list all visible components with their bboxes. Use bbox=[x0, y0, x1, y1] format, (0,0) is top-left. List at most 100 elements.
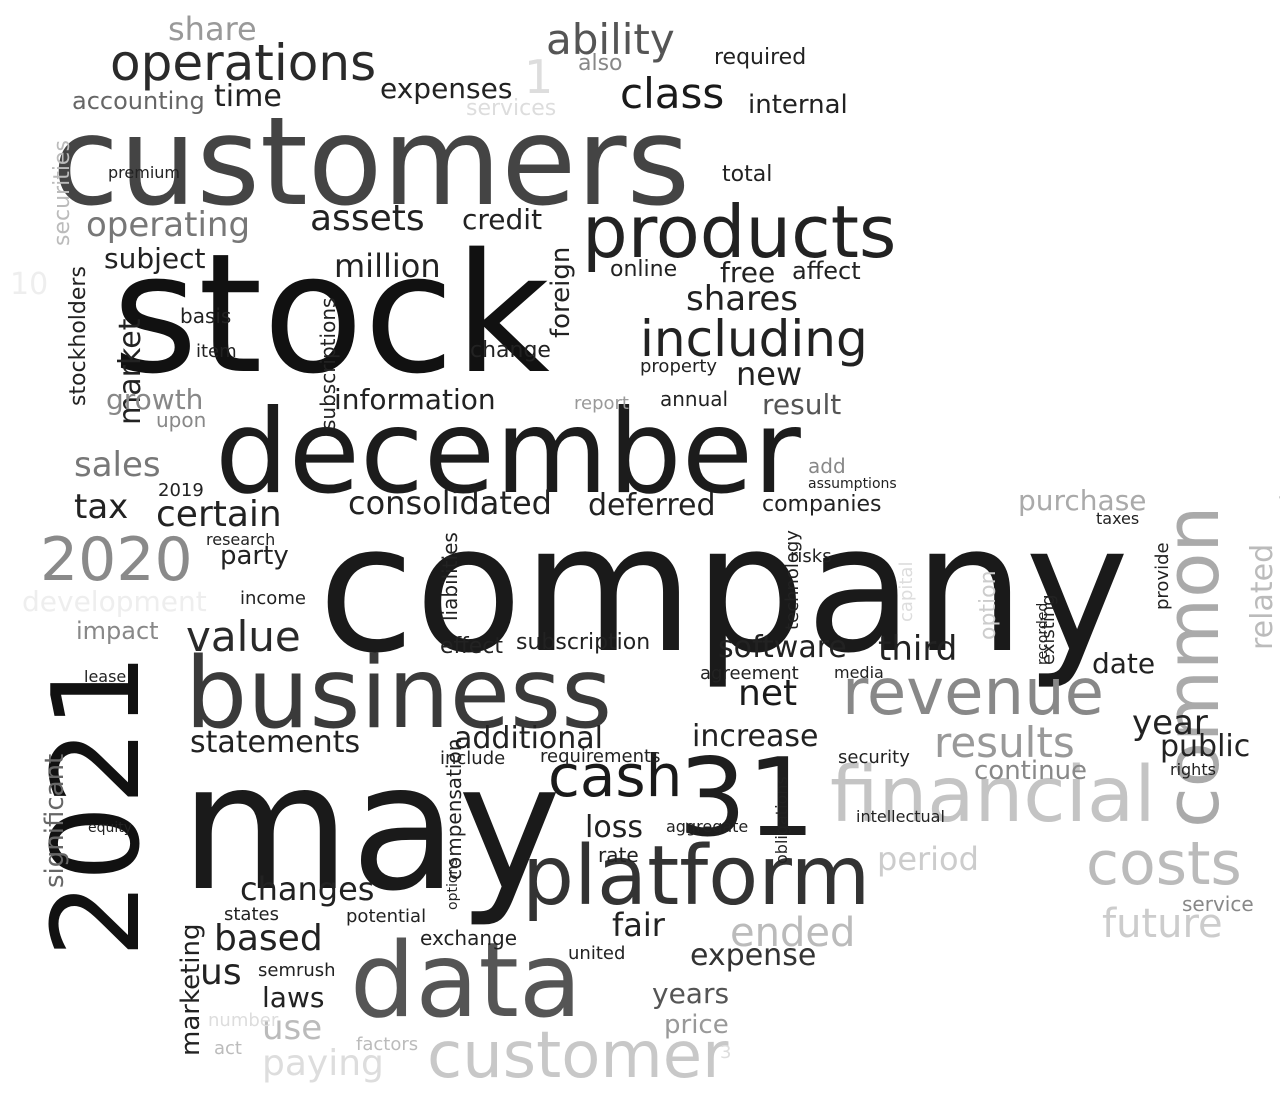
word: software bbox=[718, 630, 847, 665]
word: laws bbox=[262, 981, 325, 1014]
word: growth bbox=[106, 383, 204, 416]
word: internal bbox=[748, 90, 848, 120]
word: add bbox=[808, 454, 846, 478]
word: continue bbox=[974, 756, 1088, 786]
word: provide bbox=[1152, 542, 1173, 610]
word: tax bbox=[74, 487, 129, 527]
word: time bbox=[214, 79, 282, 114]
word: net bbox=[738, 673, 798, 714]
word: 10 bbox=[10, 267, 49, 302]
word: liabilities bbox=[438, 532, 462, 621]
word: item bbox=[196, 341, 237, 362]
word: stockholders bbox=[66, 266, 91, 406]
word: security bbox=[838, 747, 910, 768]
word: upon bbox=[156, 408, 207, 432]
word: basis bbox=[180, 304, 232, 328]
word: use bbox=[262, 1008, 323, 1048]
word: company bbox=[318, 487, 1130, 692]
word: class bbox=[620, 69, 725, 118]
word: exchange bbox=[420, 926, 518, 950]
word: requirements bbox=[540, 746, 661, 767]
word: expenses bbox=[380, 72, 513, 105]
word: options bbox=[445, 858, 461, 910]
word: total bbox=[722, 162, 773, 187]
word: price bbox=[664, 1010, 729, 1040]
word: accounting bbox=[72, 87, 205, 115]
word: year bbox=[1132, 703, 1208, 743]
word: customers bbox=[52, 91, 691, 233]
word: consolidated bbox=[348, 484, 552, 522]
word: intellectual bbox=[856, 807, 945, 826]
word: results bbox=[934, 718, 1075, 767]
word: shares bbox=[686, 279, 798, 319]
word: 3 bbox=[720, 1042, 732, 1063]
word: united bbox=[568, 943, 626, 964]
word: certain bbox=[156, 494, 282, 535]
word: rate bbox=[598, 843, 639, 867]
word: 2019 bbox=[158, 480, 204, 501]
word: option bbox=[976, 570, 1001, 640]
word: development bbox=[22, 585, 207, 618]
word: information bbox=[334, 383, 496, 416]
word: marketing bbox=[176, 923, 206, 1056]
word: data bbox=[350, 921, 583, 1041]
word: premium bbox=[108, 163, 180, 182]
word: services bbox=[466, 96, 557, 121]
word: act bbox=[214, 1038, 242, 1059]
word: new bbox=[736, 355, 803, 393]
word: significant bbox=[40, 753, 70, 888]
word: assets bbox=[310, 198, 425, 239]
word: customer bbox=[427, 1019, 729, 1093]
word: also bbox=[578, 51, 623, 76]
word: additional bbox=[454, 721, 603, 756]
word: credit bbox=[462, 203, 543, 236]
word: loss bbox=[585, 810, 643, 845]
word: party bbox=[220, 541, 289, 571]
word: 1 bbox=[524, 50, 554, 104]
word: share bbox=[168, 10, 257, 48]
word: media bbox=[834, 663, 884, 682]
word: 31 bbox=[678, 736, 816, 861]
word: financial bbox=[830, 751, 1156, 840]
word: ended bbox=[730, 910, 856, 956]
word: years bbox=[652, 977, 730, 1010]
word: ability bbox=[546, 15, 675, 64]
word: third bbox=[878, 629, 958, 669]
word: include bbox=[440, 748, 506, 769]
word: semrush bbox=[258, 960, 336, 981]
word: 2020 bbox=[40, 525, 193, 595]
word: management bbox=[1274, 491, 1280, 652]
word: recorded bbox=[1035, 602, 1051, 665]
word: costs bbox=[1086, 829, 1242, 899]
word: value bbox=[186, 612, 301, 661]
word: million bbox=[334, 247, 441, 285]
word: deferred bbox=[588, 488, 716, 523]
word: aggregate bbox=[666, 817, 749, 836]
word: equity bbox=[88, 820, 133, 836]
word: may bbox=[180, 727, 562, 930]
word: free bbox=[720, 256, 776, 289]
word: agreement bbox=[700, 663, 799, 684]
word: potential bbox=[346, 906, 427, 927]
word: subscription bbox=[516, 630, 651, 655]
word: affect bbox=[792, 257, 861, 285]
word: required bbox=[714, 45, 807, 70]
word: date bbox=[1092, 647, 1156, 680]
word: rights bbox=[1170, 760, 1216, 779]
word: states bbox=[224, 904, 279, 925]
word: research bbox=[206, 530, 276, 549]
word: lease bbox=[84, 667, 127, 686]
word: revenue bbox=[842, 656, 1105, 730]
word: securities bbox=[50, 140, 75, 246]
word: expense bbox=[690, 938, 817, 973]
word: capital bbox=[896, 561, 917, 622]
word: business bbox=[185, 637, 613, 751]
word: period bbox=[877, 840, 979, 878]
word: obligations bbox=[772, 776, 791, 864]
word: online bbox=[610, 257, 678, 282]
word: operations bbox=[110, 34, 377, 92]
word: effect bbox=[440, 634, 503, 659]
word: number bbox=[208, 1010, 279, 1031]
word: taxes bbox=[1096, 509, 1140, 528]
